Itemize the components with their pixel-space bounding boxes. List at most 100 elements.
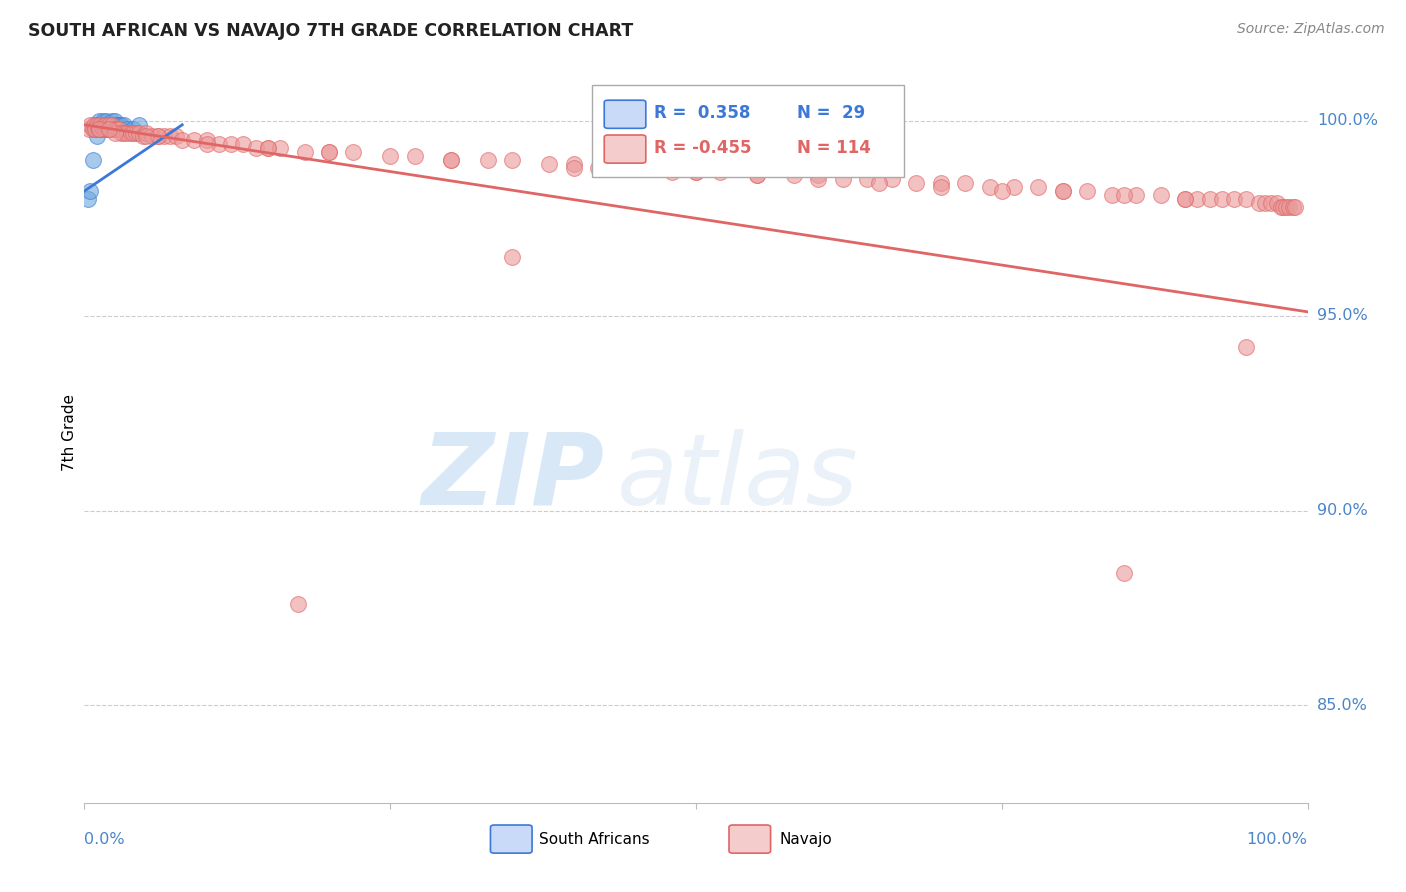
- Point: [905, 176, 928, 190]
- Point: [104, 121, 127, 136]
- Point: [831, 172, 853, 186]
- Point: [172, 133, 194, 147]
- Point: [82, 153, 104, 167]
- Point: [110, 118, 132, 132]
- Text: atlas: atlas: [616, 428, 858, 525]
- Point: [87, 121, 110, 136]
- Point: [146, 129, 169, 144]
- Text: 0.0%: 0.0%: [84, 832, 125, 847]
- Point: [159, 129, 181, 144]
- Point: [1076, 184, 1098, 198]
- Text: Navajo: Navajo: [779, 832, 832, 847]
- FancyBboxPatch shape: [605, 100, 645, 128]
- Point: [1272, 200, 1295, 214]
- Point: [89, 118, 111, 132]
- Point: [807, 169, 830, 183]
- Point: [257, 141, 280, 155]
- Point: [115, 121, 138, 136]
- Point: [105, 121, 128, 136]
- Point: [83, 121, 105, 136]
- Point: [183, 133, 205, 147]
- Text: 95.0%: 95.0%: [1317, 309, 1368, 323]
- Point: [709, 164, 731, 178]
- Point: [86, 129, 108, 144]
- Point: [100, 118, 122, 132]
- FancyBboxPatch shape: [491, 825, 531, 853]
- Point: [1114, 188, 1136, 202]
- Point: [165, 129, 187, 144]
- Point: [79, 184, 101, 198]
- Text: Source: ZipAtlas.com: Source: ZipAtlas.com: [1237, 22, 1385, 37]
- Point: [562, 157, 585, 171]
- Point: [929, 180, 952, 194]
- Point: [104, 114, 127, 128]
- Point: [120, 126, 142, 140]
- Point: [104, 126, 127, 140]
- Point: [1284, 200, 1306, 214]
- Text: 90.0%: 90.0%: [1317, 503, 1368, 518]
- Point: [1247, 195, 1270, 210]
- Point: [245, 141, 267, 155]
- Point: [979, 180, 1001, 194]
- Point: [195, 137, 218, 152]
- Point: [132, 129, 155, 144]
- Point: [103, 118, 125, 132]
- Point: [87, 121, 110, 136]
- Point: [1278, 200, 1301, 214]
- Point: [208, 137, 231, 152]
- Point: [87, 121, 110, 136]
- Point: [232, 137, 254, 152]
- Point: [502, 153, 524, 167]
- Point: [112, 118, 135, 132]
- Point: [1211, 192, 1233, 206]
- Point: [115, 126, 138, 140]
- Text: N = 114: N = 114: [797, 138, 872, 157]
- Point: [380, 149, 402, 163]
- FancyBboxPatch shape: [592, 85, 904, 178]
- Point: [96, 114, 118, 128]
- Y-axis label: 7th Grade: 7th Grade: [62, 394, 77, 471]
- Point: [93, 118, 115, 132]
- Point: [219, 137, 242, 152]
- Point: [97, 118, 120, 132]
- Point: [783, 169, 806, 183]
- Point: [135, 126, 157, 140]
- Point: [953, 176, 976, 190]
- Point: [128, 126, 150, 140]
- Point: [90, 121, 112, 136]
- Point: [105, 118, 128, 132]
- Point: [869, 176, 891, 190]
- Point: [1236, 340, 1258, 354]
- Point: [318, 145, 340, 159]
- Point: [991, 184, 1014, 198]
- Text: R =  0.358: R = 0.358: [654, 103, 751, 122]
- Text: 85.0%: 85.0%: [1317, 698, 1368, 713]
- Point: [141, 129, 163, 144]
- FancyBboxPatch shape: [605, 135, 645, 163]
- Point: [125, 126, 148, 140]
- Point: [195, 133, 218, 147]
- Point: [89, 118, 111, 132]
- Point: [1002, 180, 1025, 194]
- Text: R = -0.455: R = -0.455: [654, 138, 752, 157]
- Point: [91, 121, 114, 136]
- Point: [929, 176, 952, 190]
- Point: [624, 161, 647, 175]
- Point: [1270, 200, 1292, 214]
- Text: 100.0%: 100.0%: [1247, 832, 1308, 847]
- Point: [1198, 192, 1220, 206]
- Point: [79, 118, 101, 132]
- Point: [97, 118, 120, 132]
- Point: [586, 161, 609, 175]
- Point: [477, 153, 499, 167]
- Point: [624, 161, 647, 175]
- Text: N =  29: N = 29: [797, 103, 866, 122]
- Point: [105, 121, 128, 136]
- Point: [100, 121, 122, 136]
- Point: [1101, 188, 1123, 202]
- Point: [1223, 192, 1246, 206]
- Point: [94, 121, 117, 136]
- Point: [287, 597, 309, 611]
- Point: [880, 172, 903, 186]
- Point: [135, 129, 157, 144]
